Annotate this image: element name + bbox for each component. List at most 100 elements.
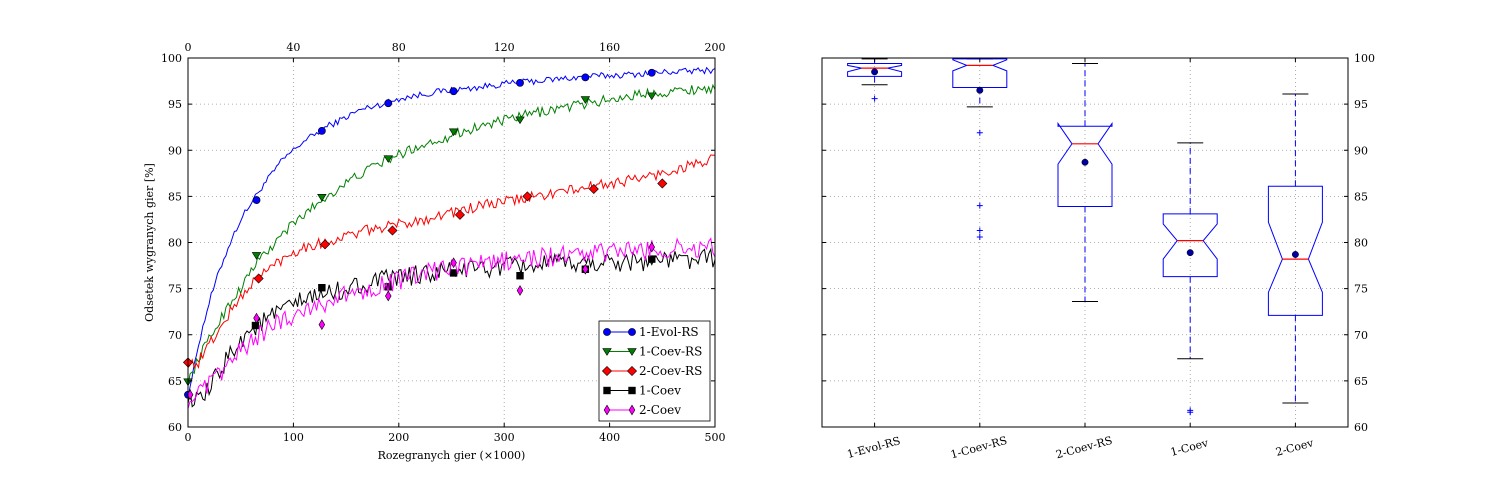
x-tick-label: 2-Coev xyxy=(1274,436,1315,459)
x-top-tick-label: 120 xyxy=(494,41,515,54)
series-marker xyxy=(580,96,591,104)
x-top-tick-label: 160 xyxy=(599,41,620,54)
legend-label: 1-Evol-RS xyxy=(639,325,699,339)
box-1-Coev xyxy=(1162,142,1218,416)
series-marker xyxy=(384,99,393,108)
y-tick-label: 65 xyxy=(168,375,182,388)
series-marker xyxy=(252,196,261,204)
x-tick-label: 1-Coev-RS xyxy=(949,434,1008,462)
box-body xyxy=(847,63,903,77)
legend-label: 2-Coev-RS xyxy=(639,364,702,378)
y-tick-label: 75 xyxy=(168,283,182,296)
y-tick-label: 80 xyxy=(1354,237,1368,250)
series-marker xyxy=(516,79,524,87)
series-marker xyxy=(318,284,326,292)
legend-marker xyxy=(627,348,637,356)
legend-marker xyxy=(603,404,611,416)
series-marker xyxy=(588,183,599,195)
x-top-tick-label: 200 xyxy=(705,41,726,54)
series-marker xyxy=(450,257,457,269)
x-top-tick-label: 40 xyxy=(286,41,300,54)
y-tick-label: 65 xyxy=(1354,375,1368,388)
y-tick-label: 100 xyxy=(1354,52,1375,65)
series-marker xyxy=(449,87,458,96)
mean-marker xyxy=(1291,251,1299,258)
series-1-Coev xyxy=(187,247,716,408)
box-2-Coev-RS xyxy=(1057,63,1113,303)
series-marker xyxy=(522,191,533,202)
box-body xyxy=(1162,213,1218,278)
series-marker xyxy=(516,285,524,296)
legend: 1-Evol-RS 1-Coev-RS 2-Coev-RS 1-Coev 2-Coev xyxy=(598,320,711,422)
x-axis-label: Rozegranych gier (×1000) xyxy=(378,449,526,462)
series-marker xyxy=(647,92,657,101)
legend-entry: 2-Coev xyxy=(603,403,681,417)
box-1-Evol-RS xyxy=(847,58,903,102)
series-marker xyxy=(515,116,525,125)
outlier-marker xyxy=(976,202,983,209)
x-tick-label: 0 xyxy=(185,431,192,444)
legend-label: 1-Coev xyxy=(639,384,681,398)
outlier-marker xyxy=(976,233,983,240)
series-line xyxy=(187,66,716,398)
x-tick-label: 2-Coev-RS xyxy=(1054,434,1113,462)
legend-marker xyxy=(628,386,636,395)
x-tick-label: 500 xyxy=(705,431,726,444)
series-marker xyxy=(648,255,656,263)
series-line xyxy=(187,154,716,370)
legend-entry: 1-Coev xyxy=(603,384,681,398)
box-body xyxy=(1057,121,1113,207)
y-tick-label: 85 xyxy=(168,190,182,203)
series-marker xyxy=(648,241,655,253)
y-tick-label: 60 xyxy=(168,421,182,434)
x-top-tick-label: 0 xyxy=(185,41,192,54)
y-tick-label: 90 xyxy=(1354,144,1368,157)
legend-box xyxy=(598,320,711,422)
series-2-Coev-RS xyxy=(182,154,716,370)
series-marker xyxy=(657,178,668,189)
line-chart-series xyxy=(182,66,716,409)
series-marker xyxy=(385,290,392,302)
x-tick-label: 200 xyxy=(388,431,409,444)
y-tick-label: 60 xyxy=(1354,421,1368,434)
series-1-Coev-RS xyxy=(183,83,716,387)
box-plot-ticks: 60 65 70 75 80 85 90 95 100 1-Evol-RS 1-Coev-RS 2-C… xyxy=(822,52,1375,461)
y-tick-label: 95 xyxy=(1354,98,1368,111)
box-body xyxy=(1267,185,1323,316)
legend-marker xyxy=(628,404,636,416)
mean-marker xyxy=(976,86,984,94)
box-body xyxy=(952,58,1008,88)
series-marker xyxy=(516,272,524,280)
outlier-marker xyxy=(976,227,983,234)
series-marker xyxy=(581,73,590,82)
series-marker xyxy=(387,225,398,236)
series-marker xyxy=(448,128,459,137)
legend-entry: 2-Coev-RS xyxy=(601,364,702,378)
series-marker xyxy=(317,126,326,135)
series-marker xyxy=(317,194,327,202)
mean-marker xyxy=(1186,249,1194,257)
series-marker xyxy=(647,68,656,77)
legend-marker xyxy=(602,348,612,356)
x-top-tick-label: 80 xyxy=(392,41,406,54)
line-chart-grid xyxy=(188,58,715,427)
series-marker xyxy=(253,273,264,284)
y-tick-label: 70 xyxy=(1354,329,1368,342)
box-plot: 60 65 70 75 80 85 90 95 100 1-Evol-RS 1-Coev-RS 2-C… xyxy=(821,52,1375,461)
x-tick-label: 300 xyxy=(494,431,515,444)
legend-entry: 1-Coev-RS xyxy=(602,345,702,359)
y-tick-label: 90 xyxy=(168,144,182,157)
y-tick-label: 80 xyxy=(168,237,182,250)
legend-marker xyxy=(601,365,613,377)
x-tick-label: 400 xyxy=(599,431,620,444)
y-tick-label: 70 xyxy=(168,329,182,342)
series-marker xyxy=(454,209,465,220)
outlier-marker xyxy=(1187,409,1194,416)
legend-entry: 1-Evol-RS xyxy=(603,325,699,339)
series-marker xyxy=(253,312,260,324)
legend-label: 2-Coev xyxy=(639,403,681,417)
box-2-Coev xyxy=(1267,93,1323,404)
